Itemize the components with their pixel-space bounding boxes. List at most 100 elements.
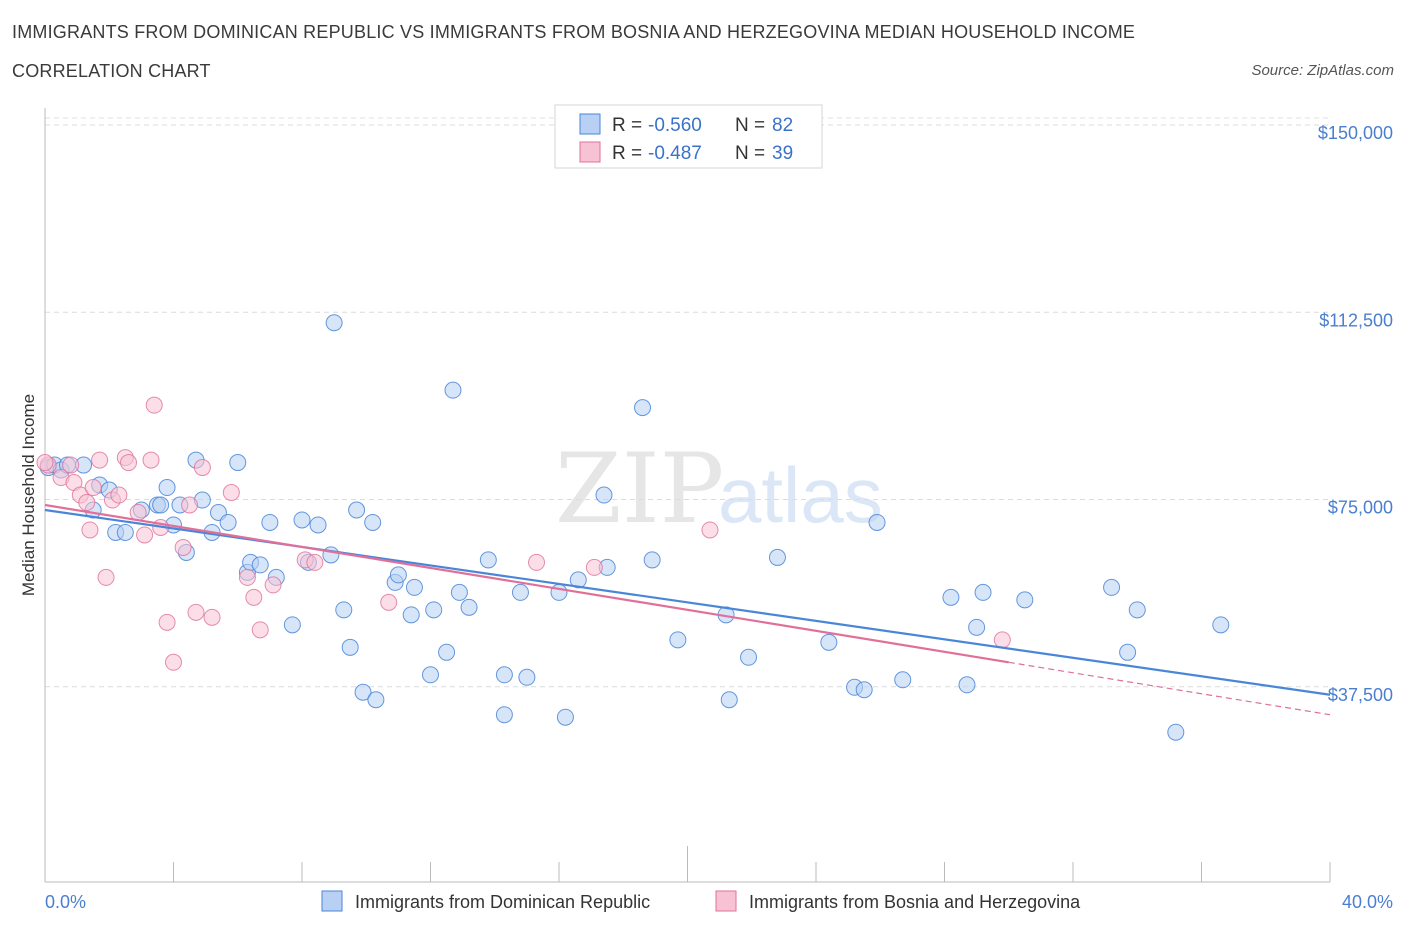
point-dominican (1103, 578, 1121, 596)
point-dominican (293, 511, 311, 529)
point-dominican (569, 571, 587, 589)
point-bosnia (993, 631, 1011, 649)
point-dominican (1212, 616, 1230, 634)
point-bosnia (158, 613, 176, 631)
series-bosnia-herzegovina (36, 396, 1011, 671)
point-bosnia (136, 526, 154, 544)
legend-n-value-pink: 39 (772, 143, 793, 164)
point-bosnia (36, 454, 54, 472)
point-dominican (422, 666, 439, 684)
point-dominican (158, 479, 176, 497)
point-dominican (309, 516, 327, 534)
point-dominican (518, 668, 536, 686)
point-bosnia (110, 486, 128, 504)
point-bosnia (585, 558, 603, 576)
point-dominican (820, 633, 838, 651)
point-dominican (367, 691, 385, 709)
point-dominican (740, 648, 758, 666)
y-tick-label: $75,000 (1328, 498, 1393, 518)
point-dominican (643, 551, 661, 569)
legend-n-label-pink: N = (735, 143, 765, 164)
point-dominican (968, 618, 986, 636)
point-bosnia (174, 538, 192, 556)
point-dominican (251, 556, 269, 574)
point-dominican (283, 616, 301, 634)
point-dominican (974, 583, 992, 601)
point-dominican (958, 676, 976, 694)
point-dominican (261, 513, 279, 531)
point-dominican (942, 588, 960, 606)
point-dominican (348, 501, 366, 519)
trend-line-bosnia-extension (1008, 661, 1331, 716)
point-bosnia (193, 459, 211, 477)
bottom-legend-label-blue: Immigrants from Dominican Republic (355, 892, 650, 912)
point-dominican (1016, 591, 1034, 609)
point-bosnia (62, 456, 80, 474)
point-bosnia (165, 653, 182, 671)
y-tick-labels: $37,500 $75,000 $112,500 $150,000 (1318, 123, 1393, 705)
point-dominican (219, 513, 237, 531)
x-tick-label-min: 0.0% (45, 892, 86, 912)
point-dominican (438, 643, 456, 661)
point-bosnia (187, 603, 205, 621)
trend-lines (44, 503, 1331, 716)
chart-title: IMMIGRANTS FROM DOMINICAN REPUBLIC VS IM… (12, 22, 1136, 42)
legend-r-value-pink: -0.487 (648, 143, 702, 164)
point-dominican (325, 314, 343, 332)
watermark-atlas: atlas (718, 451, 883, 539)
point-bosnia (129, 503, 147, 521)
point-bosnia (142, 451, 160, 469)
point-bosnia (203, 608, 221, 626)
point-dominican (556, 708, 574, 726)
point-dominican (1128, 601, 1146, 619)
point-dominican (229, 454, 247, 472)
series-legend: Immigrants from Dominican Republic Immig… (321, 890, 1081, 912)
chart-source: Source: ZipAtlas.com (1251, 62, 1394, 79)
point-bosnia (97, 568, 115, 586)
point-bosnia (81, 521, 99, 539)
legend-r-label-blue: R = (612, 115, 642, 136)
bottom-legend-swatch-pink (715, 890, 737, 912)
legend-r-label-pink: R = (612, 143, 642, 164)
point-bosnia (145, 396, 163, 414)
point-dominican (595, 486, 613, 504)
point-bosnia (120, 454, 138, 472)
point-dominican (450, 583, 468, 601)
point-dominican (495, 706, 513, 724)
point-dominican (152, 496, 170, 514)
point-dominican (116, 523, 134, 541)
point-dominican (364, 513, 382, 531)
point-bosnia (528, 553, 546, 571)
point-bosnia (84, 479, 102, 497)
bottom-legend-swatch-blue (321, 890, 343, 912)
point-dominican (550, 583, 568, 601)
point-dominican (768, 548, 786, 566)
point-bosnia (91, 451, 109, 469)
point-dominican (402, 606, 420, 624)
point-bosnia (78, 494, 96, 512)
point-dominican (479, 551, 497, 569)
y-tick-label: $150,000 (1318, 123, 1393, 143)
point-dominican (354, 683, 372, 701)
watermark-zip: ZIP (555, 433, 724, 545)
point-bosnia (222, 484, 240, 502)
point-bosnia (701, 521, 719, 539)
point-dominican (425, 601, 443, 619)
y-tick-label: $37,500 (1328, 685, 1393, 705)
point-bosnia (181, 496, 199, 514)
point-bosnia (380, 593, 398, 611)
point-dominican (460, 598, 478, 616)
point-dominican (1119, 643, 1137, 661)
point-dominican (1167, 723, 1185, 741)
x-ticks (44, 846, 1331, 882)
point-dominican (444, 381, 462, 399)
point-dominican (405, 578, 423, 596)
point-dominican (855, 681, 873, 699)
x-tick-label-max: 40.0% (1342, 892, 1393, 912)
point-bosnia (238, 568, 256, 586)
legend-swatch-pink (579, 141, 601, 163)
point-dominican (341, 638, 359, 656)
correlation-legend: R = -0.560 N = 82 R = -0.487 N = 39 (554, 104, 823, 169)
point-dominican (720, 691, 738, 709)
